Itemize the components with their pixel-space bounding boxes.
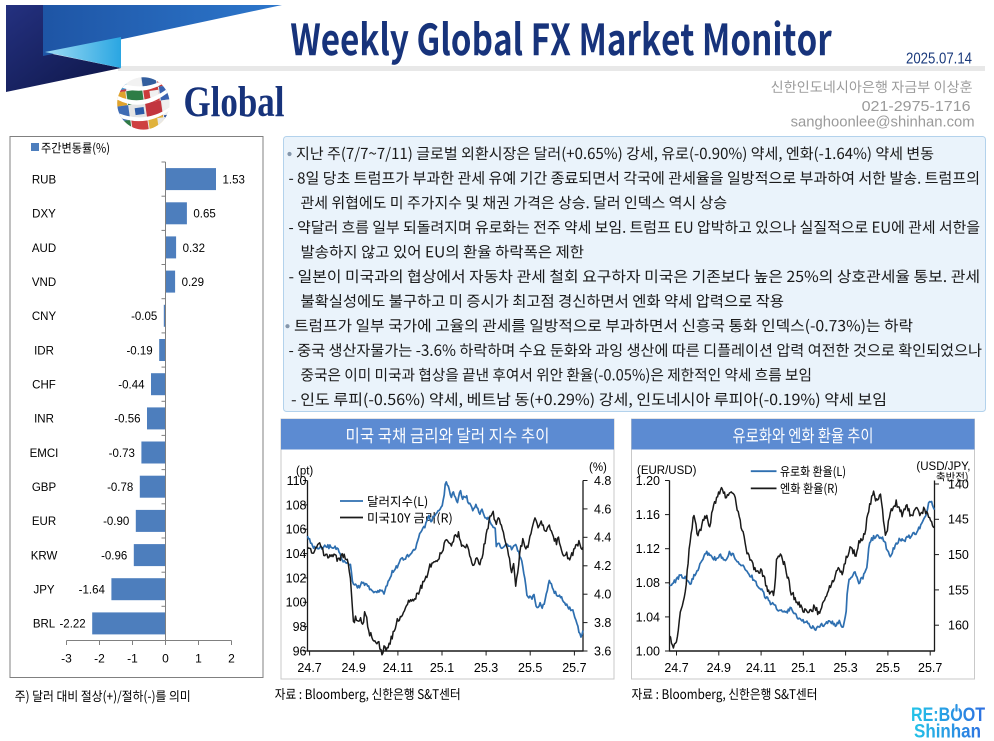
svg-text:1.08: 1.08 xyxy=(636,576,660,590)
svg-text:-2: -2 xyxy=(94,652,105,666)
svg-text:4.6: 4.6 xyxy=(594,502,611,516)
svg-text:(EUR/USD): (EUR/USD) xyxy=(637,465,697,477)
svg-text:25.3: 25.3 xyxy=(474,661,498,675)
svg-text:-0.56: -0.56 xyxy=(114,414,140,426)
svg-text:2: 2 xyxy=(228,652,235,666)
svg-text:GBP: GBP xyxy=(32,482,57,494)
svg-text:RUB: RUB xyxy=(32,174,57,186)
svg-text:140: 140 xyxy=(948,477,969,491)
svg-text:155: 155 xyxy=(948,583,969,597)
svg-text:(%): (%) xyxy=(589,462,607,474)
svg-text:102: 102 xyxy=(286,571,307,585)
svg-text:96: 96 xyxy=(293,644,307,658)
svg-text:-0.05: -0.05 xyxy=(131,311,157,323)
svg-text:IDR: IDR xyxy=(34,345,54,357)
svg-text:25.1: 25.1 xyxy=(791,661,815,675)
svg-text:-3: -3 xyxy=(61,652,72,666)
svg-text:1.12: 1.12 xyxy=(636,542,660,556)
svg-text:0.29: 0.29 xyxy=(182,277,204,289)
svg-text:CNY: CNY xyxy=(32,311,57,323)
svg-text:24.7: 24.7 xyxy=(297,661,321,675)
svg-text:(pt): (pt) xyxy=(296,466,313,478)
svg-text:1.20: 1.20 xyxy=(636,474,660,488)
svg-text:160: 160 xyxy=(948,619,969,633)
svg-text:1.53: 1.53 xyxy=(223,174,245,186)
svg-text:-0.19: -0.19 xyxy=(126,345,152,357)
svg-text:3.8: 3.8 xyxy=(594,616,611,630)
svg-text:4.8: 4.8 xyxy=(594,474,611,488)
svg-text:0.65: 0.65 xyxy=(193,209,215,221)
svg-text:1.00: 1.00 xyxy=(636,644,660,658)
svg-text:-1: -1 xyxy=(127,652,138,666)
svg-text:2025.07.14: 2025.07.14 xyxy=(906,51,972,68)
svg-text:1.04: 1.04 xyxy=(636,610,660,624)
svg-text:021-2975-1716: 021-2975-1716 xyxy=(862,98,971,115)
svg-text:24.11: 24.11 xyxy=(383,661,413,675)
svg-text:VND: VND xyxy=(32,277,56,289)
svg-text:-0.44: -0.44 xyxy=(118,380,145,392)
svg-text:106: 106 xyxy=(286,523,307,537)
svg-text:25.1: 25.1 xyxy=(430,661,454,675)
svg-text:-1.64: -1.64 xyxy=(79,585,106,597)
svg-text:3.6: 3.6 xyxy=(594,644,611,658)
svg-text:KRW: KRW xyxy=(31,550,58,562)
svg-text:24.9: 24.9 xyxy=(342,661,366,675)
svg-text:(USD/JPY,: (USD/JPY, xyxy=(916,461,970,473)
svg-text:RE:BOOT: RE:BOOT xyxy=(911,704,985,726)
svg-text:25.5: 25.5 xyxy=(518,661,542,675)
svg-text:4.0: 4.0 xyxy=(594,588,611,602)
svg-text:-0.96: -0.96 xyxy=(101,550,127,562)
svg-text:Shinhan: Shinhan xyxy=(914,721,981,741)
svg-text:DXY: DXY xyxy=(32,209,56,221)
svg-text:0: 0 xyxy=(162,652,169,666)
svg-text:98: 98 xyxy=(293,620,307,634)
svg-text:150: 150 xyxy=(948,548,969,562)
svg-text:-2.22: -2.22 xyxy=(59,619,85,631)
svg-text:AUD: AUD xyxy=(32,243,56,255)
svg-text:CHF: CHF xyxy=(32,380,56,392)
svg-text:100: 100 xyxy=(286,596,307,610)
svg-text:EMCI: EMCI xyxy=(30,448,59,460)
svg-text:25.5: 25.5 xyxy=(876,661,900,675)
svg-text:-0.73: -0.73 xyxy=(109,448,135,460)
svg-text:4.4: 4.4 xyxy=(594,531,611,545)
svg-text:1.16: 1.16 xyxy=(636,508,660,522)
svg-text:24.11: 24.11 xyxy=(746,661,776,675)
svg-text:JPY: JPY xyxy=(33,585,54,597)
svg-text:24.7: 24.7 xyxy=(664,661,688,675)
svg-text:EUR: EUR xyxy=(32,516,56,528)
svg-text:104: 104 xyxy=(286,547,307,561)
svg-text:sanghoonlee@shinhan.com: sanghoonlee@shinhan.com xyxy=(791,114,975,131)
svg-text:-0.90: -0.90 xyxy=(103,516,129,528)
svg-text:INR: INR xyxy=(34,414,54,426)
svg-text:BRL: BRL xyxy=(33,619,56,631)
svg-text:24.9: 24.9 xyxy=(707,661,731,675)
svg-text:Global: Global xyxy=(184,79,285,126)
svg-text:25.7: 25.7 xyxy=(918,661,942,675)
svg-text:110: 110 xyxy=(287,474,307,488)
svg-text:108: 108 xyxy=(286,498,307,512)
svg-text:4.2: 4.2 xyxy=(594,559,611,573)
svg-text:25.3: 25.3 xyxy=(833,661,857,675)
svg-text:0.32: 0.32 xyxy=(183,243,205,255)
svg-text:145: 145 xyxy=(948,513,969,527)
svg-text:25.7: 25.7 xyxy=(562,661,586,675)
svg-text:1: 1 xyxy=(195,652,202,666)
svg-text:-0.78: -0.78 xyxy=(107,482,133,494)
